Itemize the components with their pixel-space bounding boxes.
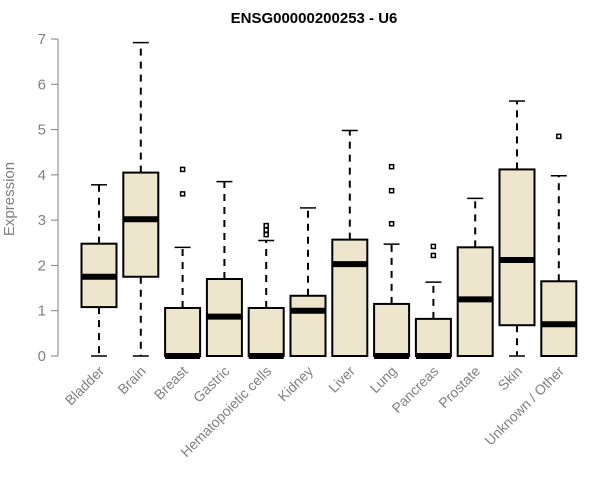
y-tick-label: 5 — [38, 122, 46, 139]
outlier-point — [430, 243, 437, 250]
box-3 — [205, 180, 243, 357]
outlier-point — [556, 133, 562, 140]
category-label: Breast — [151, 363, 191, 403]
y-tick-label: 4 — [38, 167, 46, 184]
box-7 — [373, 163, 411, 359]
category-label: Kidney — [275, 363, 317, 405]
y-tick-label: 0 — [38, 348, 46, 365]
box-2 — [164, 166, 202, 359]
category-label: Brain — [114, 363, 148, 397]
category-label: Bladder — [62, 363, 108, 409]
outlier-point — [263, 231, 269, 238]
category-label: Skin — [495, 363, 526, 394]
box-9 — [456, 197, 494, 357]
y-tick-label: 3 — [38, 212, 46, 229]
box-5 — [289, 207, 327, 357]
outlier-point — [388, 221, 395, 227]
box-10 — [498, 100, 536, 357]
box-11 — [540, 133, 578, 357]
category-label: Lung — [366, 363, 399, 396]
outlier-point — [179, 191, 186, 197]
outlier-point — [263, 222, 269, 229]
chart-title: ENSG00000200253 - U6 — [231, 10, 398, 27]
outlier-point — [179, 166, 186, 173]
iqr-box — [414, 317, 452, 358]
y-tick-label: 6 — [38, 76, 46, 93]
y-tick-label: 1 — [38, 303, 46, 320]
outlier-point — [430, 252, 437, 259]
outlier-point — [388, 187, 395, 194]
iqr-box — [331, 238, 369, 357]
box-6 — [331, 129, 369, 357]
y-axis: 0 1 2 3 4 5 6 7 — [38, 31, 59, 365]
y-tick-label: 7 — [38, 31, 46, 48]
iqr-box — [247, 306, 285, 357]
category-label: Prostate — [435, 363, 483, 411]
box-0 — [80, 184, 118, 357]
iqr-box — [373, 302, 411, 357]
box-4 — [247, 222, 285, 359]
iqr-box — [164, 306, 202, 357]
iqr-box — [122, 171, 160, 278]
iqr-box — [498, 168, 536, 327]
boxes — [80, 41, 578, 359]
category-label: Unknown / Other — [481, 363, 567, 449]
iqr-box — [540, 280, 578, 357]
box-8 — [414, 243, 452, 359]
y-tick-label: 2 — [38, 257, 46, 274]
outlier-point — [388, 163, 395, 170]
outlier-point — [263, 227, 269, 233]
box-1 — [122, 41, 160, 357]
iqr-box — [289, 294, 327, 357]
y-axis-label: Expression — [1, 162, 18, 236]
category-label: Liver — [325, 363, 358, 396]
